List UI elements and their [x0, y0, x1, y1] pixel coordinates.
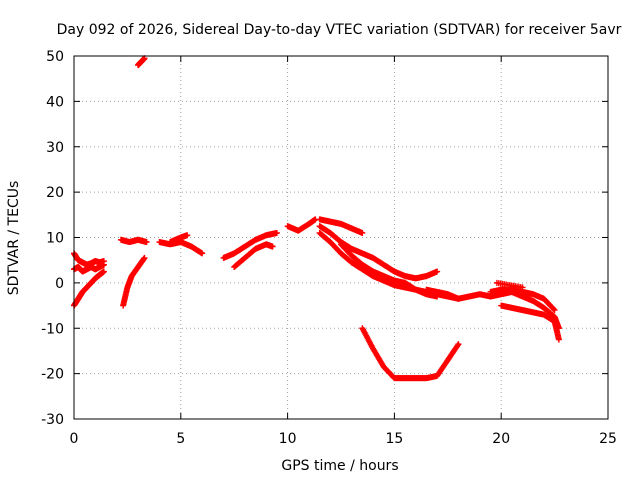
data-point — [550, 306, 557, 313]
x-tick-label: 20 — [492, 431, 510, 447]
series-arc-4 — [120, 254, 148, 309]
series-arc-16 — [423, 286, 562, 332]
y-tick-label: -30 — [41, 412, 64, 428]
y-tick-label: 0 — [55, 276, 64, 292]
x-tick-label: 10 — [279, 431, 297, 447]
series-arc-13 — [316, 223, 441, 282]
x-tick-label: 5 — [176, 431, 185, 447]
series-arc-15 — [338, 241, 441, 300]
y-tick-label: 20 — [46, 185, 64, 201]
data-point — [519, 284, 526, 291]
data-point — [141, 254, 148, 261]
y-tick-label: -20 — [41, 367, 64, 383]
data-points — [71, 55, 562, 382]
data-point — [434, 268, 441, 275]
series-arc-18 — [498, 302, 562, 343]
y-tick-label: -10 — [41, 321, 64, 337]
series-arc-7 — [156, 239, 206, 257]
series-arc-10 — [231, 241, 276, 270]
series-arc-3 — [71, 268, 107, 309]
data-point — [184, 232, 191, 239]
y-tick-label: 50 — [46, 49, 64, 65]
series-arc-6 — [135, 55, 148, 69]
data-point — [555, 336, 562, 343]
series-arc-9 — [220, 229, 280, 261]
data-point — [454, 342, 461, 349]
series-arc-2 — [71, 261, 107, 275]
series-arc-8 — [167, 232, 191, 246]
y-axis-label: SDTVAR / TECUs — [6, 181, 22, 296]
data-point — [100, 268, 107, 275]
data-point — [455, 341, 462, 348]
y-tick-label: 10 — [46, 231, 64, 247]
data-point — [359, 229, 366, 236]
series-arc-5 — [117, 236, 150, 246]
series-arc-19 — [359, 325, 462, 382]
data-point — [100, 261, 107, 268]
series-arc-12 — [316, 216, 366, 236]
series-arc-20 — [493, 279, 526, 291]
grid-lines — [74, 56, 608, 419]
x-tick-label: 15 — [385, 431, 403, 447]
data-point — [551, 307, 558, 314]
y-tick-label: 30 — [46, 140, 64, 156]
y-tick-label: 40 — [46, 94, 64, 110]
data-point — [143, 239, 150, 246]
series-arc-17 — [487, 286, 558, 314]
x-tick-label: 25 — [599, 431, 617, 447]
data-point — [269, 243, 276, 250]
axis-tick-labels: 0 5 10 15 20 25 -30 -20 -10 0 10 20 30 40 50 — [41, 49, 617, 447]
x-axis-label: GPS time / hours — [281, 458, 398, 474]
x-tick-label: 0 — [70, 431, 79, 447]
chart-title: Day 092 of 2026, Sidereal Day-to-day VTE… — [57, 22, 622, 38]
data-point — [273, 229, 280, 236]
axis-ticks — [73, 55, 609, 420]
series-arc-11 — [284, 216, 319, 234]
data-point — [199, 250, 206, 257]
